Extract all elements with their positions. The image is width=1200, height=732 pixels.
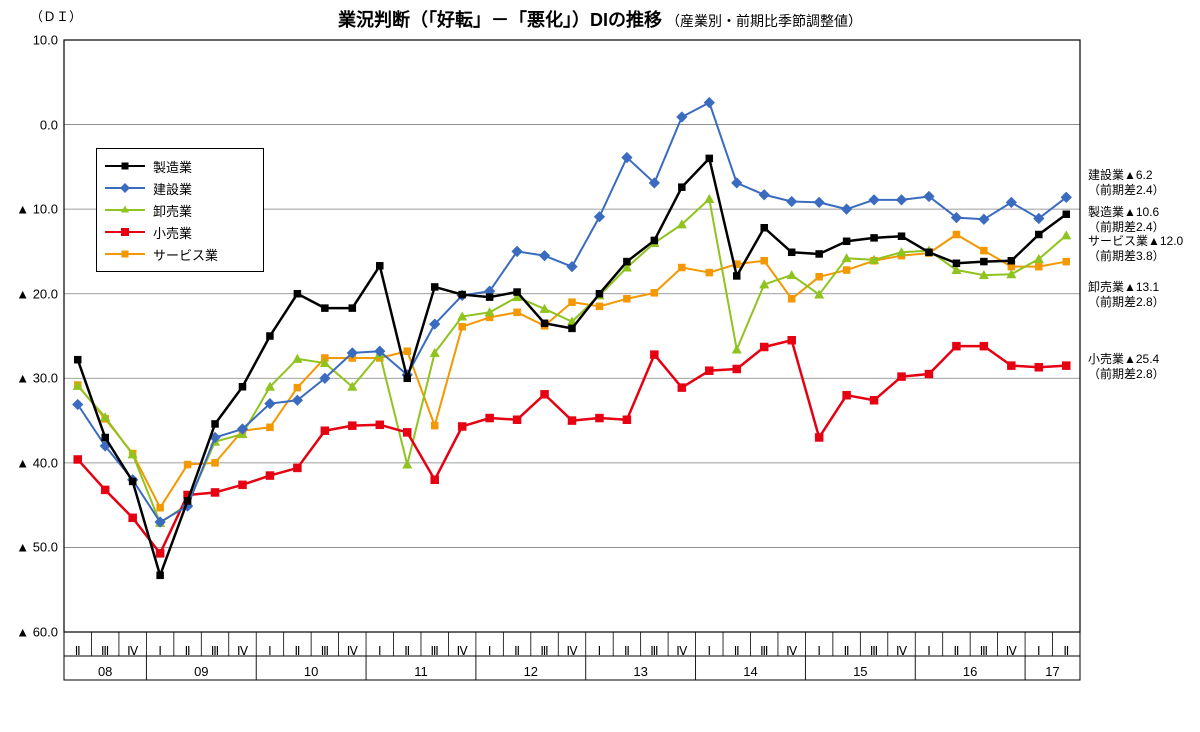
x-quarter-label: Ⅳ	[786, 644, 797, 658]
annotation-line1: 製造業▲10.6	[1088, 205, 1159, 219]
legend-swatch	[105, 161, 145, 171]
x-quarter-label: Ⅰ	[268, 644, 272, 658]
annotation-line2: （前期差2.4）	[1088, 183, 1198, 198]
y-tick-label: ▲ 40.0	[4, 455, 58, 470]
retail-marker-icon	[121, 228, 129, 236]
x-quarter-label: Ⅰ	[1037, 644, 1041, 658]
y-tick-label: ▲ 30.0	[4, 371, 58, 386]
x-quarter-label: Ⅱ	[404, 644, 410, 658]
x-quarter-label: Ⅳ	[896, 644, 907, 658]
x-quarter-label: Ⅲ	[650, 644, 658, 658]
y-tick-label: ▲ 50.0	[4, 540, 58, 555]
annotation-line1: 卸売業▲13.1	[1088, 280, 1159, 294]
x-year-label: 15	[853, 664, 867, 679]
x-quarter-label: Ⅳ	[676, 644, 687, 658]
x-quarter-label: Ⅲ	[321, 644, 329, 658]
x-quarter-label: Ⅱ	[734, 644, 740, 658]
x-quarter-label: Ⅳ	[347, 644, 358, 658]
legend-label: サービス業	[153, 245, 218, 264]
x-quarter-label: Ⅱ	[185, 644, 191, 658]
x-quarter-label: Ⅰ	[378, 644, 382, 658]
annotation-wholesale: 卸売業▲13.1（前期差2.8）	[1088, 280, 1198, 310]
y-tick-label: ▲ 20.0	[4, 286, 58, 301]
legend-label: 卸売業	[153, 201, 192, 220]
x-quarter-label: Ⅰ	[927, 644, 931, 658]
x-quarter-label: Ⅲ	[211, 644, 219, 658]
legend-swatch	[105, 183, 145, 193]
x-quarter-label: Ⅲ	[540, 644, 548, 658]
annotation-line2: （前期差2.8）	[1088, 295, 1198, 310]
x-quarter-label: Ⅲ	[870, 644, 878, 658]
annotation-retail: 小売業▲25.4（前期差2.8）	[1088, 352, 1198, 382]
y-tick-label: ▲ 10.0	[4, 202, 58, 217]
annotation-service: サービス業▲12.0（前期差3.8）	[1088, 234, 1198, 264]
legend-item-wholesale: 卸売業	[105, 199, 255, 221]
x-quarter-label: Ⅱ	[953, 644, 959, 658]
legend-swatch	[105, 249, 145, 259]
annotation-line2: （前期差2.8）	[1088, 367, 1198, 382]
wholesale-marker-icon	[121, 205, 129, 212]
x-quarter-label: Ⅳ	[127, 644, 138, 658]
annotation-line1: 小売業▲25.4	[1088, 352, 1159, 366]
annotation-construction: 建設業▲6.2（前期差2.4）	[1088, 168, 1198, 198]
annotation-line2: （前期差3.8）	[1088, 249, 1198, 264]
x-quarter-label: Ⅱ	[624, 644, 630, 658]
annotation-line2: （前期差2.4）	[1088, 220, 1198, 235]
legend-item-construction: 建設業	[105, 177, 255, 199]
y-tick-label: ▲ 60.0	[4, 625, 58, 640]
x-quarter-label: Ⅰ	[598, 644, 602, 658]
x-quarter-label: Ⅱ	[844, 644, 850, 658]
y-tick-label: 10.0	[4, 33, 58, 48]
x-quarter-label: Ⅰ	[158, 644, 162, 658]
x-quarter-label: Ⅲ	[980, 644, 988, 658]
x-quarter-label: Ⅰ	[817, 644, 821, 658]
chart-container: 業況判断（「好転」－「悪化」）DIの推移（産業別・前期比季節調整値） （ＤＩ） …	[0, 0, 1200, 732]
x-quarter-label: Ⅱ	[1063, 644, 1069, 658]
x-year-label: 17	[1045, 664, 1059, 679]
legend-label: 建設業	[153, 179, 192, 198]
x-year-label: 14	[743, 664, 757, 679]
x-quarter-label: Ⅲ	[760, 644, 768, 658]
x-quarter-label: Ⅱ	[294, 644, 300, 658]
legend-item-retail: 小売業	[105, 221, 255, 243]
x-quarter-label: Ⅱ	[75, 644, 81, 658]
legend-label: 小売業	[153, 223, 192, 242]
x-quarter-label: Ⅳ	[237, 644, 248, 658]
x-year-label: 13	[633, 664, 647, 679]
x-quarter-label: Ⅰ	[488, 644, 492, 658]
x-quarter-label: Ⅳ	[566, 644, 577, 658]
x-year-label: 09	[194, 664, 208, 679]
y-tick-label: 0.0	[4, 117, 58, 132]
annotation-manufacturing: 製造業▲10.6（前期差2.4）	[1088, 205, 1198, 235]
x-year-label: 08	[98, 664, 112, 679]
chart-plot-svg	[0, 0, 1200, 732]
x-quarter-label: Ⅳ	[457, 644, 468, 658]
annotation-line1: 建設業▲6.2	[1088, 168, 1153, 182]
annotation-line1: サービス業▲12.0	[1088, 234, 1183, 248]
service-marker-icon	[122, 251, 129, 258]
x-quarter-label: Ⅳ	[1006, 644, 1017, 658]
legend-label: 製造業	[153, 157, 192, 176]
construction-marker-icon	[120, 183, 130, 193]
x-year-label: 10	[304, 664, 318, 679]
manufacturing-marker-icon	[122, 163, 129, 170]
x-quarter-label: Ⅲ	[101, 644, 109, 658]
x-year-label: 11	[414, 664, 428, 679]
legend-swatch	[105, 227, 145, 237]
legend-item-service: サービス業	[105, 243, 255, 265]
x-year-label: 12	[524, 664, 538, 679]
x-quarter-label: Ⅲ	[431, 644, 439, 658]
x-year-label: 16	[963, 664, 977, 679]
legend-swatch	[105, 205, 145, 215]
legend-box: 製造業建設業卸売業小売業サービス業	[96, 148, 264, 272]
x-quarter-label: Ⅱ	[514, 644, 520, 658]
legend-item-manufacturing: 製造業	[105, 155, 255, 177]
x-quarter-label: Ⅰ	[708, 644, 712, 658]
